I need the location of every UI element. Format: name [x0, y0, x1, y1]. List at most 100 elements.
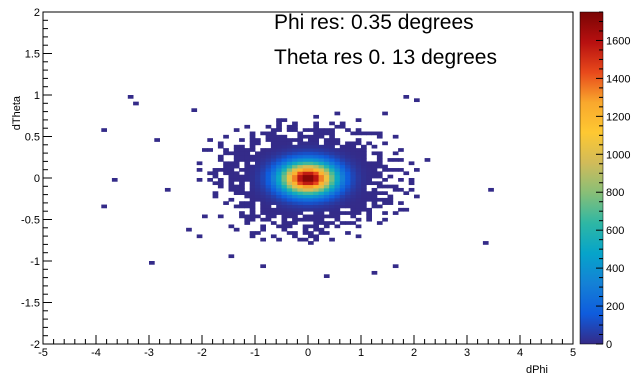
heatmap-cell — [345, 128, 351, 132]
heatmap-cell — [398, 207, 404, 212]
heatmap-cell — [292, 231, 298, 235]
heatmap-cell — [323, 154, 330, 159]
heatmap-cell — [313, 124, 319, 129]
heatmap-cell — [260, 164, 266, 169]
heatmap-cell — [281, 224, 288, 229]
heatmap-cell — [308, 171, 314, 176]
heatmap-cell — [233, 161, 240, 166]
heatmap-cell — [355, 138, 362, 142]
heatmap-cell — [276, 134, 282, 139]
heatmap-cell — [249, 211, 256, 215]
heatmap-cell — [339, 124, 346, 129]
y-tick-label: 0 — [34, 173, 40, 185]
heatmap-cell — [297, 217, 304, 222]
heatmap-cell — [276, 211, 282, 215]
heatmap-cell — [292, 138, 298, 142]
colorbar-ticks: 0 200 400 600 800 1000 1200 1400 1600 — [596, 11, 630, 351]
heatmap-cell — [270, 197, 277, 202]
heatmap-cell — [292, 171, 298, 176]
heatmap-cell — [249, 144, 256, 149]
heatmap-cell — [297, 184, 304, 189]
heatmap-cell — [255, 191, 261, 195]
heatmap-cell — [366, 197, 372, 202]
heatmap-cell — [249, 214, 256, 219]
heatmap-cell — [334, 161, 341, 166]
heatmap-cell — [276, 121, 282, 126]
heatmap-cell — [249, 171, 256, 176]
heatmap-cell — [345, 181, 351, 186]
heatmap-cell — [366, 174, 372, 179]
heatmap-cell — [318, 191, 325, 195]
heatmap-cell — [244, 217, 251, 222]
heatmap-cell — [376, 184, 383, 189]
heatmap-cell — [376, 221, 383, 225]
heatmap-cell — [286, 178, 293, 182]
heatmap-cell — [265, 217, 272, 222]
heatmap-cell — [297, 181, 304, 186]
heatmap-cell — [339, 211, 346, 215]
heatmap-cell — [313, 138, 319, 142]
heatmap-cell — [292, 194, 298, 199]
heatmap-cell — [345, 164, 351, 169]
heatmap-cell — [276, 144, 282, 149]
heatmap-cell — [376, 204, 383, 209]
heatmap-cell — [339, 221, 346, 225]
colorbar — [579, 11, 604, 345]
heatmap-cell — [249, 217, 256, 222]
heatmap-cell — [270, 234, 277, 239]
heatmap-cell — [302, 197, 309, 202]
heatmap-cell — [376, 174, 383, 179]
heatmap-cell — [276, 164, 282, 169]
heatmap-cell — [318, 221, 325, 225]
heatmap-cell — [217, 141, 224, 146]
heatmap-cell — [292, 174, 298, 179]
heatmap-cell — [244, 124, 251, 129]
heatmap-cell — [270, 187, 277, 192]
heatmap-cell — [228, 164, 235, 169]
heatmap-cell — [376, 191, 383, 195]
heatmap-cell — [249, 234, 256, 239]
heatmap-cell — [244, 204, 251, 209]
heatmap-cell — [223, 151, 229, 156]
heatmap-cell — [382, 217, 388, 222]
heatmap-cell — [313, 174, 319, 179]
heatmap-cell — [270, 158, 277, 162]
heatmap-cell — [313, 184, 319, 189]
heatmap-cell — [350, 181, 357, 186]
heatmap-cell — [292, 124, 298, 129]
heatmap-cell — [286, 187, 293, 192]
heatmap-cell — [286, 171, 293, 176]
heatmap-cell — [244, 221, 251, 225]
heatmap-cell — [329, 214, 335, 219]
heatmap-cell — [292, 201, 298, 205]
heatmap-cell — [286, 128, 293, 132]
heatmap-cell — [286, 221, 293, 225]
heatmap-cell — [323, 138, 330, 142]
heatmap-cell — [308, 148, 314, 152]
heatmap-cell — [217, 158, 224, 162]
heatmap-cell — [345, 148, 351, 152]
heatmap-cell — [276, 201, 282, 205]
heatmap-cell — [270, 148, 277, 152]
heatmap-cell — [366, 178, 372, 182]
heatmap-cell — [355, 141, 362, 146]
heatmap-cell — [355, 118, 362, 122]
heatmap-cell — [292, 144, 298, 149]
heatmap-cell — [270, 184, 277, 189]
heatmap-cell — [286, 231, 293, 235]
heatmap-cell — [297, 134, 304, 139]
x-tick-label: 0 — [305, 347, 311, 359]
heatmap-cell — [292, 217, 298, 222]
heatmap-cell — [255, 168, 261, 172]
heatmap-cell — [308, 178, 314, 182]
heatmap-cell — [260, 194, 266, 199]
heatmap-cell — [297, 131, 304, 136]
heatmap-cell — [260, 171, 266, 176]
heatmap-cell — [318, 144, 325, 149]
heatmap-cell — [313, 211, 319, 215]
heatmap-cell — [345, 194, 351, 199]
heatmap-cell — [239, 154, 245, 159]
heatmap-cell — [270, 194, 277, 199]
colorbar-tick-label: 1400 — [606, 73, 630, 85]
heatmap-cell — [398, 187, 404, 192]
